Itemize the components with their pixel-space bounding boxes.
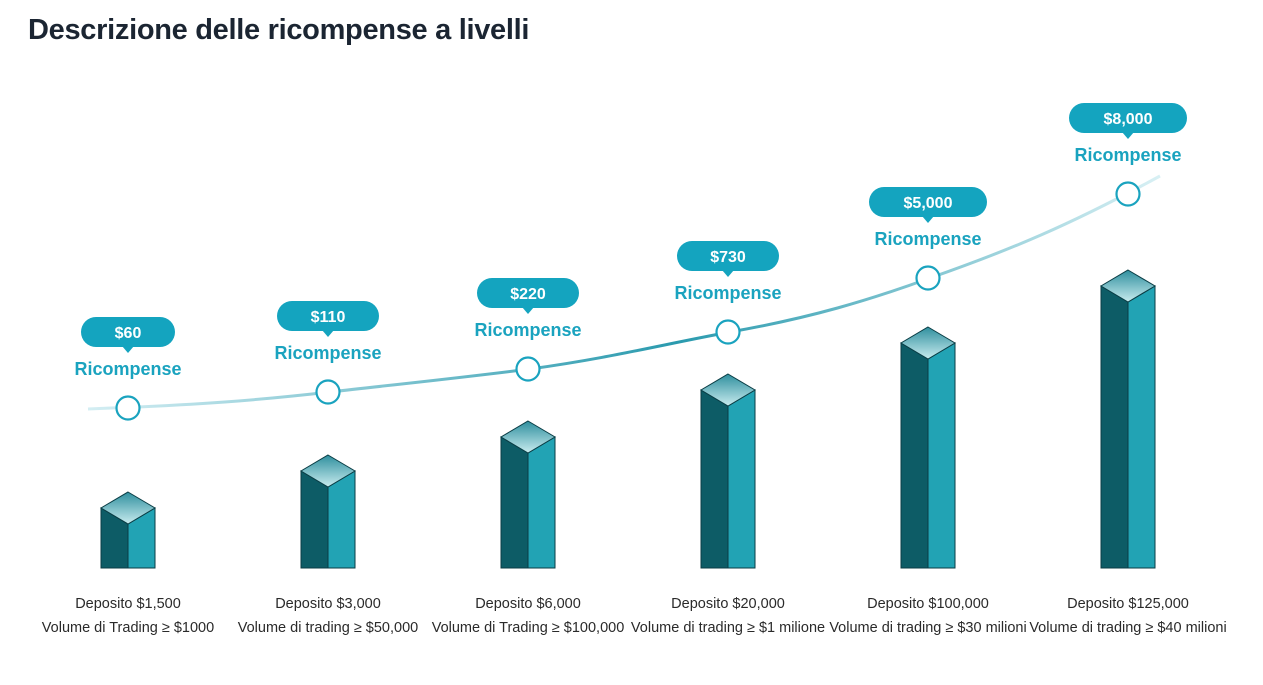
bar-top-face [100, 491, 156, 525]
reward-pill [81, 317, 175, 347]
reward-pill-pointer [722, 270, 734, 277]
reward-pill-pointer [1122, 132, 1134, 139]
reward-amount: $110 [311, 309, 346, 326]
volume-label: Volume di trading ≥ $1 milione [630, 620, 826, 636]
reward-amount: $60 [115, 325, 142, 342]
bar-left-face [300, 470, 329, 569]
bar-right-face [327, 470, 356, 569]
milestone-circle [1115, 181, 1141, 207]
reward-pill-pointer [522, 307, 534, 314]
deposit-label: Deposito $6,000 [475, 596, 581, 612]
milestone-circle [915, 265, 941, 291]
deposit-label: Deposito $3,000 [275, 596, 381, 612]
bar-right-face [727, 389, 756, 569]
milestone-circle [715, 319, 741, 345]
reward-amount: $5,000 [904, 195, 953, 212]
deposit-label: Deposito $100,000 [867, 596, 989, 612]
milestone-circle [515, 356, 541, 382]
reward-pill-pointer [922, 216, 934, 223]
volume-label: Volume di Trading ≥ $100,000 [431, 620, 625, 636]
reward-pill [1069, 103, 1187, 133]
reward-text: Ricompense [474, 320, 581, 340]
reward-pill-pointer [322, 330, 334, 337]
deposit-label: Deposito $125,000 [1067, 596, 1189, 612]
title: Descrizione delle ricompense a livelli [28, 14, 530, 46]
bar-left-face [1100, 285, 1129, 569]
bar-top-face [1100, 269, 1156, 303]
reward-text: Ricompense [674, 283, 781, 303]
bar-right-face [927, 342, 956, 569]
volume-label: Volume di trading ≥ $30 milioni [829, 620, 1027, 636]
milestone-circle [315, 379, 341, 405]
reward-pill [677, 241, 779, 271]
reward-amount: $730 [710, 249, 746, 266]
bar-top-face [900, 326, 956, 360]
reward-pill-pointer [122, 346, 134, 353]
reward-text: Ricompense [274, 343, 381, 363]
reward-pill [869, 187, 987, 217]
reward-pill [477, 278, 579, 308]
bar-left-face [700, 389, 729, 569]
bar-right-face [527, 436, 556, 569]
volume-label: Volume di Trading ≥ $1000 [41, 620, 215, 636]
bar-right-face [1127, 285, 1156, 569]
progress-curve [87, 174, 1161, 411]
reward-amount: $220 [510, 286, 546, 303]
milestone-circle [115, 395, 141, 421]
bar-top-face [300, 454, 356, 488]
reward-text: Ricompense [1074, 145, 1181, 165]
deposit-label: Deposito $20,000 [671, 596, 785, 612]
volume-label: Volume di trading ≥ $40 milioni [1029, 620, 1227, 636]
reward-text: Ricompense [74, 359, 181, 379]
volume-label: Volume di trading ≥ $50,000 [237, 620, 419, 636]
bar-top-face [500, 420, 556, 454]
bar-left-face [900, 342, 929, 569]
bar-top-face [700, 373, 756, 407]
bar-left-face [500, 436, 529, 569]
deposit-label: Deposito $1,500 [75, 596, 181, 612]
reward-text: Ricompense [874, 229, 981, 249]
reward-pill [277, 301, 379, 331]
reward-amount: $8,000 [1104, 111, 1153, 128]
